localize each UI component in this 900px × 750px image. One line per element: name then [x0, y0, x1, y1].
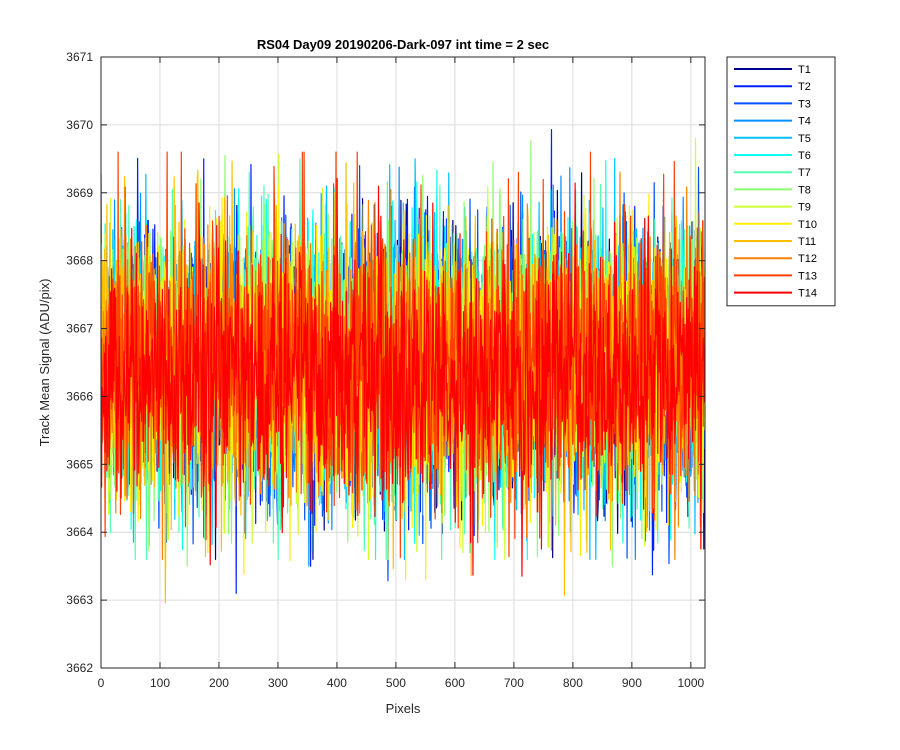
legend-label-t3: T3 [798, 98, 811, 110]
y-tick-label: 3669 [66, 186, 93, 200]
legend-label-t8: T8 [798, 184, 811, 196]
legend-label-t12: T12 [798, 253, 817, 265]
x-tick-label: 1000 [677, 676, 704, 690]
x-tick-label: 200 [209, 676, 229, 690]
x-tick-label: 800 [563, 676, 583, 690]
x-tick-label: 400 [327, 676, 347, 690]
legend-label-t7: T7 [798, 167, 811, 179]
axis-ticks: 0 100 200 300 400 500 600 700 800 900 1000 3662 3663… [66, 50, 705, 690]
legend-label-t9: T9 [798, 202, 811, 214]
chart-title: RS04 Day09 20190206-Dark-097 int time = … [257, 37, 549, 52]
legend-label-t4: T4 [798, 116, 811, 128]
y-tick-label: 3667 [66, 322, 93, 336]
legend-label-t14: T14 [798, 288, 817, 300]
y-tick-label: 3662 [66, 661, 93, 675]
legend-label-t6: T6 [798, 150, 811, 162]
legend-label-t1: T1 [798, 64, 811, 76]
x-tick-label: 100 [150, 676, 170, 690]
legend-label-t2: T2 [798, 81, 811, 93]
x-tick-label: 900 [622, 676, 642, 690]
legend-label-t13: T13 [798, 270, 817, 282]
y-tick-label: 3671 [66, 50, 93, 64]
x-tick-label: 700 [504, 676, 524, 690]
x-tick-label: 600 [445, 676, 465, 690]
y-tick-label: 3670 [66, 118, 93, 132]
legend: T1 T2 T3 T4 T5 T6 T7 T8 T9 T10 T11 T12 T13 T14 [726, 56, 836, 307]
y-axis-label: Track Mean Signal (ADU/pix) [37, 279, 52, 447]
series-line-t14 [101, 177, 705, 577]
y-tick-label: 3666 [66, 389, 93, 403]
y-tick-label: 3668 [66, 254, 93, 268]
x-tick-label: 0 [98, 676, 105, 690]
x-tick-label: 300 [268, 676, 288, 690]
legend-box [726, 56, 836, 307]
x-tick-label: 500 [386, 676, 406, 690]
legend-label-t5: T5 [798, 133, 811, 145]
y-tick-label: 3664 [66, 525, 93, 539]
legend-label-t10: T10 [798, 219, 817, 231]
axes-box [100, 56, 706, 669]
series-traces [101, 129, 705, 604]
y-tick-label: 3663 [66, 593, 93, 607]
y-tick-label: 3665 [66, 457, 93, 471]
x-axis-label: Pixels [386, 701, 421, 716]
legend-label-t11: T11 [798, 236, 816, 248]
